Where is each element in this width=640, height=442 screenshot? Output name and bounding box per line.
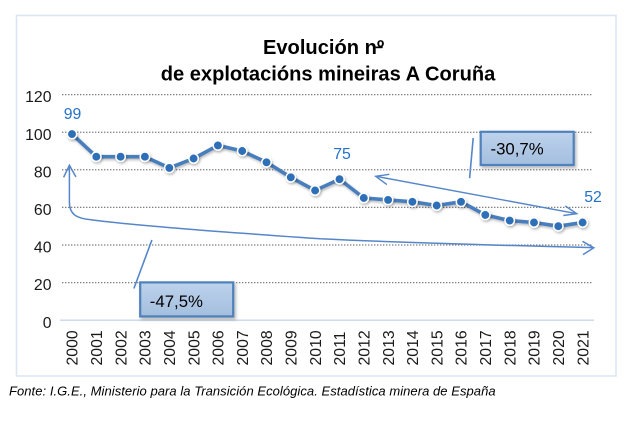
svg-text:Evolución nº: Evolución nº bbox=[263, 37, 384, 59]
svg-text:60: 60 bbox=[34, 202, 52, 219]
svg-text:2018: 2018 bbox=[502, 330, 519, 365]
svg-text:52: 52 bbox=[584, 189, 602, 206]
svg-text:0: 0 bbox=[43, 315, 52, 332]
svg-text:2011: 2011 bbox=[332, 331, 349, 365]
svg-text:2017: 2017 bbox=[478, 330, 495, 365]
svg-text:2014: 2014 bbox=[405, 330, 422, 365]
svg-text:99: 99 bbox=[64, 106, 82, 123]
svg-text:2002: 2002 bbox=[113, 330, 130, 365]
svg-text:120: 120 bbox=[25, 89, 52, 106]
svg-text:2001: 2001 bbox=[89, 330, 106, 365]
svg-text:100: 100 bbox=[25, 127, 52, 144]
svg-text:80: 80 bbox=[34, 164, 52, 181]
svg-text:75: 75 bbox=[333, 146, 351, 163]
svg-text:2010: 2010 bbox=[308, 330, 325, 365]
svg-text:Fonte: I.G.E., Ministerio para: Fonte: I.G.E., Ministerio para la Transi… bbox=[9, 384, 496, 399]
svg-text:-47,5%: -47,5% bbox=[150, 292, 203, 311]
svg-text:2013: 2013 bbox=[381, 330, 398, 365]
svg-text:2020: 2020 bbox=[551, 330, 568, 365]
svg-text:2019: 2019 bbox=[527, 330, 544, 365]
svg-text:2000: 2000 bbox=[65, 330, 82, 365]
svg-text:de explotacións mineiras A Cor: de explotacións mineiras A Coruña bbox=[161, 63, 496, 85]
svg-text:2008: 2008 bbox=[259, 330, 276, 365]
svg-text:2021: 2021 bbox=[575, 330, 592, 365]
svg-text:2009: 2009 bbox=[283, 330, 300, 365]
svg-text:40: 40 bbox=[34, 240, 52, 257]
svg-text:-30,7%: -30,7% bbox=[491, 140, 544, 159]
svg-text:2004: 2004 bbox=[162, 330, 179, 365]
svg-text:2016: 2016 bbox=[454, 330, 471, 365]
svg-text:20: 20 bbox=[34, 277, 52, 294]
svg-text:2015: 2015 bbox=[429, 330, 446, 365]
svg-text:2005: 2005 bbox=[186, 330, 203, 365]
svg-text:2006: 2006 bbox=[211, 330, 228, 365]
svg-text:2012: 2012 bbox=[356, 330, 373, 365]
svg-text:2007: 2007 bbox=[235, 330, 252, 365]
svg-text:2003: 2003 bbox=[138, 330, 155, 365]
